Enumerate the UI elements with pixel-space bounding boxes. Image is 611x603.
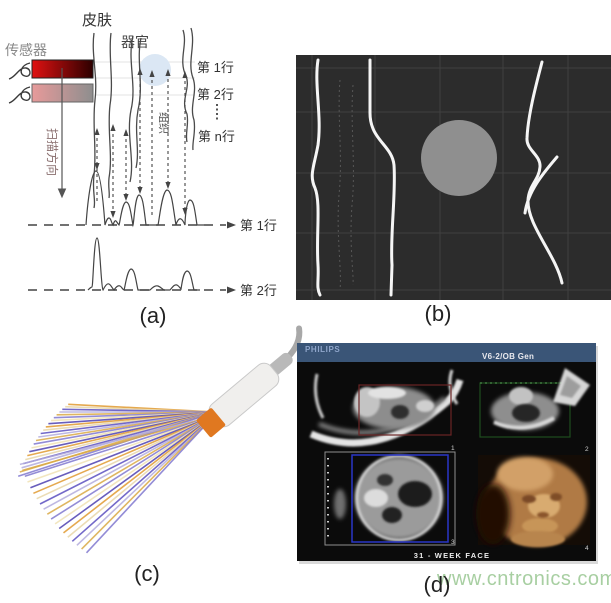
waveform-row1 [28, 170, 236, 229]
panel-c-probe-beams [17, 325, 303, 554]
sensor-array [8, 59, 94, 104]
caption-b: (b) [424, 301, 452, 326]
beam-line [46, 415, 215, 515]
quadrant-1-sagittal [309, 369, 464, 447]
beam-line [27, 415, 215, 483]
roi-box-red [358, 384, 452, 436]
beam-line [36, 415, 215, 500]
probe-strain-relief [268, 352, 293, 376]
beam-line [81, 415, 215, 550]
label-skin: 皮肤 [82, 12, 112, 29]
label-organ: 器官 [121, 34, 149, 50]
beam-line [19, 415, 215, 466]
caption-c: (c) [134, 561, 160, 586]
quadrant-2-coronal [479, 368, 590, 438]
watermark: www.cntronics.com [437, 568, 611, 590]
probe-label: V6-2/OB Gen [482, 352, 535, 361]
beam-line [71, 415, 215, 542]
beam-line [24, 415, 215, 478]
beam-fan [17, 403, 217, 554]
panel-b-bmode-image [296, 55, 611, 300]
roi-box-blue [351, 454, 449, 543]
beam-line [58, 415, 215, 530]
tissue-contours [310, 58, 564, 297]
quadrant-4-3d-face [476, 455, 590, 547]
probe-head [196, 408, 226, 438]
label-wave-row2: 第 2行 [240, 283, 277, 298]
beam-line [30, 415, 215, 489]
caption-d: (d) [423, 572, 451, 597]
beam-line [22, 415, 215, 472]
caption-a: (a) [139, 303, 167, 328]
lesion-circle [421, 120, 497, 196]
panel-d-ultrasound-screen: PHILIPS V6-2/OB Gen [297, 343, 596, 561]
beam-line [43, 415, 215, 510]
faint-contours [337, 79, 354, 291]
label-scan-direction: 扫描方向 [45, 128, 60, 176]
beam-line [39, 415, 215, 505]
quadrant-number-4: 4 [585, 545, 589, 552]
label-tissue: 组织 [157, 112, 171, 134]
screen-quadrants: 1 2 3 4 31 - WEEK FACE [309, 368, 590, 560]
echo-arrows [94, 68, 188, 218]
quadrant-number-2: 2 [585, 446, 589, 453]
sensor-lead-icon [8, 86, 31, 104]
sensor-lead-icon [8, 62, 31, 80]
beam-line [54, 415, 215, 525]
label-sensor: 传感器 [5, 42, 47, 58]
beam-line [33, 415, 215, 495]
beam-line [63, 415, 215, 534]
beam-line [50, 415, 215, 520]
beam-line [85, 415, 215, 554]
footer-label: 31 - WEEK FACE [414, 551, 490, 560]
screen-header: PHILIPS V6-2/OB Gen [297, 343, 596, 362]
waveform-row2 [28, 237, 236, 294]
quadrant-number-3: 3 [451, 539, 455, 546]
panel-a-scan-diagram: 皮肤 传感器 器官 第 1行 第 2行 第 n行 组织 扫描方向 第 1行 第 … [5, 12, 277, 298]
philips-logo: PHILIPS [305, 345, 341, 354]
beam-line [67, 415, 215, 538]
beam-line [76, 415, 215, 546]
label-row1: 第 1行 [197, 60, 234, 75]
label-row-n: 第 n行 [198, 129, 235, 144]
quadrant-3-axial [324, 451, 456, 546]
roi-box-gray [324, 451, 456, 546]
organ-circle [139, 54, 171, 86]
quadrant-number-1: 1 [451, 445, 455, 452]
skin-contours [92, 27, 196, 209]
scan-direction-arrow [57, 68, 67, 199]
label-wave-row1: 第 1行 [240, 218, 277, 233]
label-row2: 第 2行 [197, 87, 234, 102]
